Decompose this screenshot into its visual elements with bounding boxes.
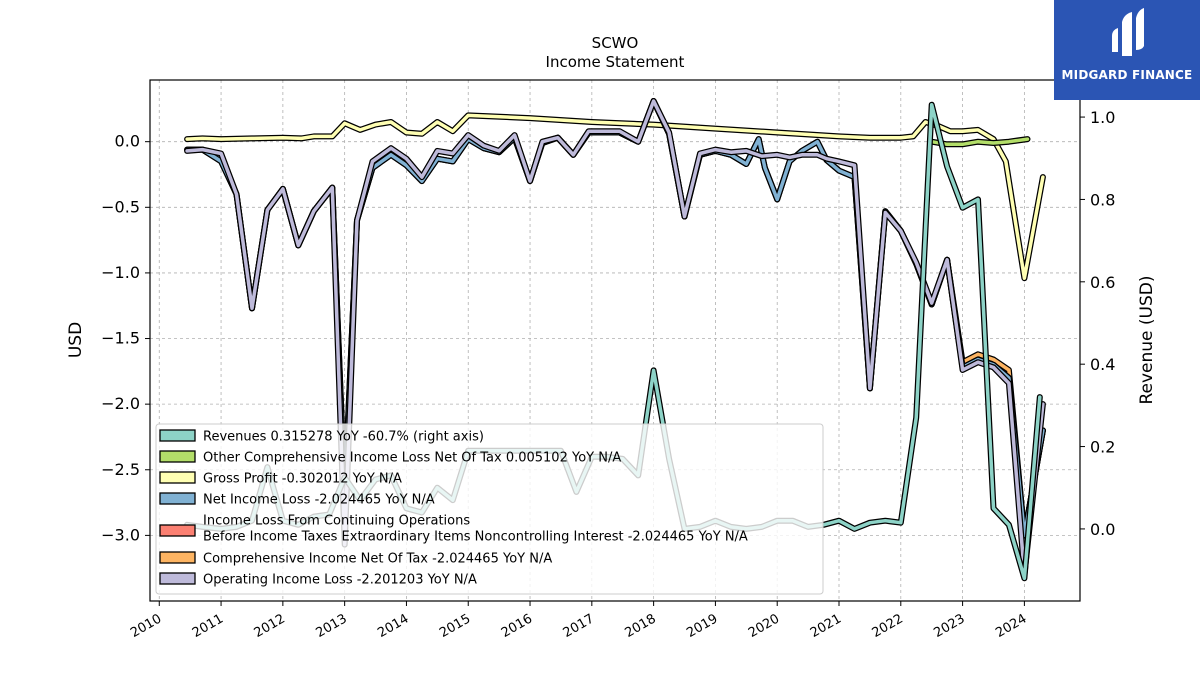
y-tick-label: −3.0 — [101, 525, 140, 544]
x-tick-label: 2019 — [684, 611, 720, 641]
x-tick-label: 2021 — [808, 611, 844, 641]
y-tick-label: −1.5 — [101, 329, 140, 348]
legend-swatch — [159, 551, 196, 564]
y2-tick-label: 1.0 — [1090, 108, 1115, 127]
x-axis: 2010 2011 2012 2013 2014 2015 2016 2017 2018 2019… — [128, 601, 1029, 641]
x-tick-label: 2013 — [313, 611, 349, 641]
series-operating-income-loss — [184, 98, 1046, 578]
legend-label: Income Loss From Continuing Operations — [203, 514, 470, 529]
legend-label: Revenues 0.315278 YoY -60.7% (right axis… — [203, 430, 484, 445]
y2-tick-label: 0.8 — [1090, 190, 1115, 209]
chart-title: SCWO — [592, 34, 639, 52]
y-tick-label: −2.0 — [101, 394, 140, 413]
y2-tick-label: 0.2 — [1090, 438, 1115, 457]
legend-swatch — [159, 492, 196, 505]
x-tick-label: 2017 — [561, 611, 597, 641]
y2-tick-label: 0.6 — [1090, 273, 1115, 292]
x-tick-label: 2012 — [252, 611, 288, 641]
legend-label: Other Comprehensive Income Loss Net Of T… — [203, 451, 621, 466]
x-tick-label: 2010 — [128, 611, 164, 641]
legend-swatch — [159, 572, 196, 585]
legend-label: Operating Income Loss -2.201203 YoY N/A — [203, 573, 477, 588]
legend-label: Net Income Loss -2.024465 YoY N/A — [203, 493, 435, 508]
x-tick-label: 2024 — [993, 611, 1029, 641]
legend-swatch — [159, 429, 196, 442]
legend-label: Gross Profit -0.302012 YoY N/A — [203, 472, 402, 487]
legend-box — [155, 423, 824, 595]
series-line — [185, 99, 1045, 577]
legend-label: Before Income Taxes Extraordinary Items … — [203, 530, 748, 545]
y-tick-label: −2.5 — [101, 460, 140, 479]
x-tick-label: 2014 — [375, 611, 411, 641]
plot-frame — [149, 79, 1081, 602]
y2-axis-label: Revenue (USD) — [1137, 275, 1157, 404]
y-axis-label: USD — [66, 322, 86, 358]
y-tick-label: −1.0 — [101, 263, 140, 282]
x-tick-label: 2015 — [437, 611, 473, 641]
series-other-comprehensive-income-loss-net-of-tax — [928, 136, 1031, 148]
brand-mark-icon — [1112, 8, 1144, 56]
brand-name: MIDGARD FINANCE — [1061, 68, 1193, 82]
y-axis-right: 0.0 0.2 0.4 0.6 0.8 1.0 — [1080, 108, 1115, 539]
series-gross-profit — [184, 112, 1046, 282]
legend: Revenues 0.315278 YoY -60.7% (right axis… — [155, 423, 824, 595]
y-axis-left: −3.0 −2.5 −2.0 −1.5 −1.0 −0.5 0.0 — [101, 132, 150, 544]
brand-logo: MIDGARD FINANCE — [1054, 0, 1200, 100]
x-tick-label: 2018 — [622, 611, 658, 641]
chart-subtitle: Income Statement — [546, 53, 685, 71]
x-tick-label: 2011 — [190, 611, 226, 641]
series-layer — [184, 98, 1046, 582]
y-tick-label: 0.0 — [115, 132, 140, 151]
y-tick-label: −0.5 — [101, 197, 140, 216]
x-tick-label: 2020 — [746, 611, 782, 641]
y2-tick-label: 0.4 — [1090, 355, 1115, 374]
series-line — [185, 113, 1045, 280]
x-tick-label: 2023 — [931, 611, 967, 641]
y2-tick-label: 0.0 — [1090, 520, 1115, 539]
legend-swatch — [159, 450, 196, 463]
legend-swatch — [159, 471, 196, 484]
legend-label: Comprehensive Income Net Of Tax -2.02446… — [203, 552, 552, 567]
x-tick-label: 2016 — [499, 611, 535, 641]
legend-swatch — [159, 524, 196, 537]
series-line — [929, 137, 1030, 147]
x-tick-label: 2022 — [870, 611, 906, 641]
